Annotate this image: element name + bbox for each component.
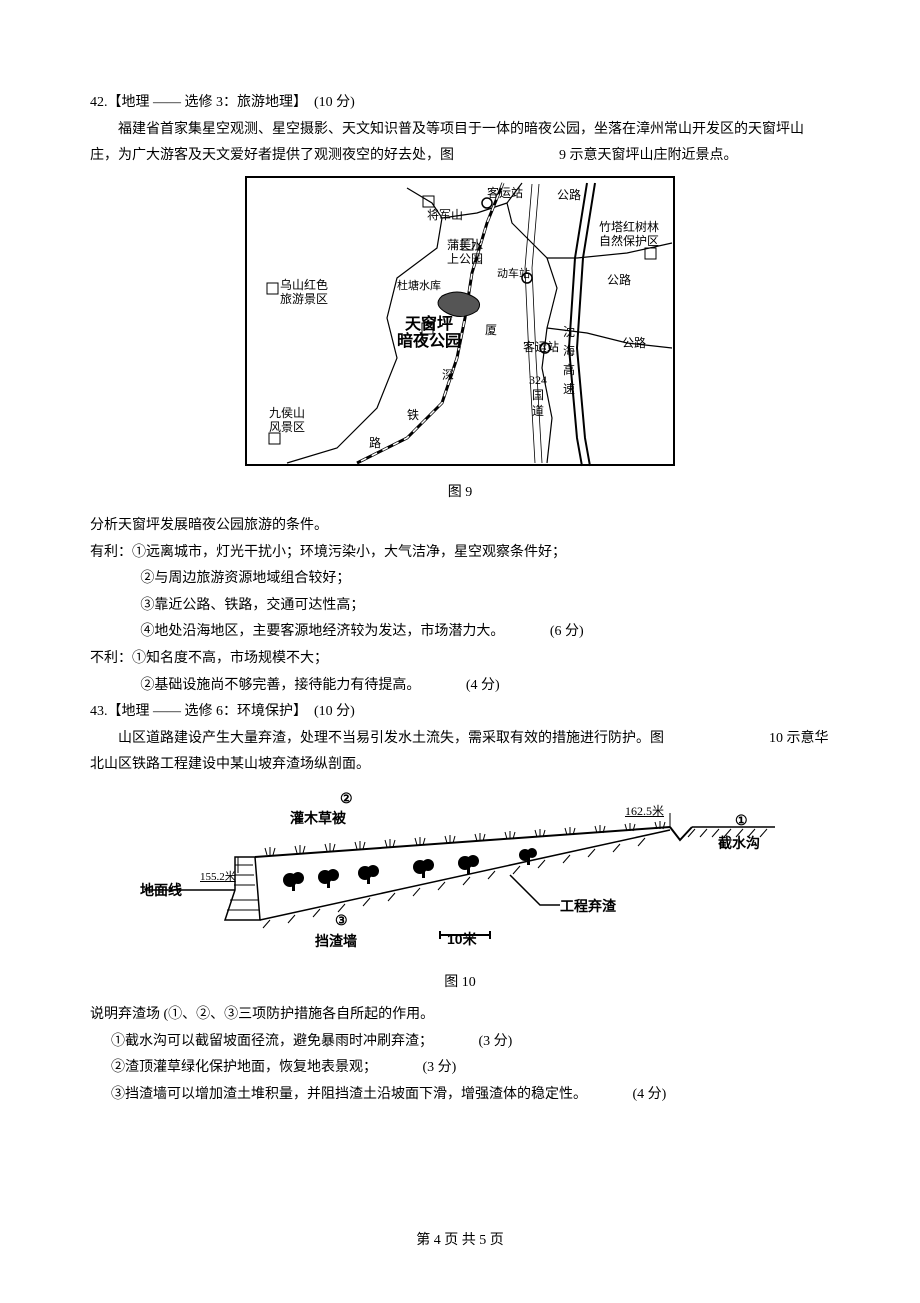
fig10-dimianxian: 地面线 [140,877,182,904]
q42-paragraph: 福建省首家集星空观测、星空摄影、天文知识普及等项目于一体的暗夜公园，坐落在漳州常… [90,117,830,170]
map-label-zhuta: 竹塔红树林 自然保护区 [599,220,659,249]
page-footer: 第 4 页 共 5 页 [90,1228,830,1255]
map-label-xia: 厦 [485,323,497,337]
q43-para1-fignum: 10 [769,731,783,746]
figure-10-wrap: ② 灌木草被 162.5米 ① 截水沟 地面线 155.2米 ③ 挡渣墙 10米… [90,785,830,966]
q43-paragraph: 山区道路建设产生大量弃渣，处理不当易引发水土流失，需采取有效的措施进行防护。图 … [90,726,830,779]
q43-a3: ③挡渣墙可以增加渣土堆积量，并阻挡渣土沿坡面下滑，增强渣体的稳定性。 [111,1087,587,1102]
fig10-hleft: 155.2米 [200,867,236,888]
q43-a1-pts: (3 分) [479,1029,513,1056]
map-label-jiangjunshan: 将军山 [427,208,463,222]
question-42: 42.【地理 —— 选修 3：旅游地理】 (10 分) 福建省首家集星空观测、星… [90,90,830,699]
map-label-dongchezhan: 动车站 [497,268,530,281]
q42-header: 42.【地理 —— 选修 3：旅游地理】 (10 分) [90,90,830,117]
map-label-dutang: 杜塘水库 [397,280,441,293]
q42-prompt: 分析天窗坪发展暗夜公园旅游的条件。 [90,513,830,540]
q42-fav-points: (6 分) [550,619,584,646]
q43-prompt: 说明弃渣场 (①、②、③三项防护措施各自所起的作用。 [90,1002,830,1029]
q42-fav1: 有利：①远离城市，灯光干扰小；环境污染小，大气洁净，星空观察条件好； [90,540,830,567]
fig10-jieshuigou: 截水沟 [718,830,760,857]
map-label-gonglu3: 公路 [622,336,646,350]
q42-para1-fignum: 9 [559,148,566,163]
fig10-dangzhaqiang: 挡渣墙 [315,928,357,955]
q43-a3-pts: (4 分) [633,1082,667,1109]
map-label-gonglu1: 公路 [557,188,581,202]
q43-para1-text: 山区道路建设产生大量弃渣，处理不当易引发水土流失，需采取有效的措施进行防护。图 [118,731,664,746]
map-label-shenhai: 沈 海 高 速 [563,323,575,400]
fig10-gongchengqizha: 工程弃渣 [560,893,616,920]
fig10-hright: 162.5米 [625,800,664,823]
q43-a2-pts: (3 分) [423,1055,457,1082]
map-label-tie: 铁 [407,408,419,422]
figure-9-map: 将军山 客运站 公路 蒲美水 上公园 竹塔红树林 自然保护区 乌山红色 旅游景区… [245,176,675,466]
figure-10-caption: 图 10 [90,970,830,997]
q42-fav4: ④地处沿海地区，主要客源地经济较为发达，市场潜力大。 [140,624,504,639]
q42-fav2: ②与周边旅游资源地域组合较好； [90,566,830,593]
figure-9-wrap: 将军山 客运站 公路 蒲美水 上公园 竹塔红树林 自然保护区 乌山红色 旅游景区… [90,176,830,477]
map-label-jiuhou: 九侯山 风景区 [269,406,305,435]
map-label-pumei: 蒲美水 上公园 [447,238,483,267]
q42-unfav-points: (4 分) [466,673,500,700]
figure-10: ② 灌木草被 162.5米 ① 截水沟 地面线 155.2米 ③ 挡渣墙 10米… [140,785,780,955]
q43-header: 43.【地理 —— 选修 6：环境保护】 (10 分) [90,699,830,726]
q42-unfav2: ②基础设施尚不够完善，接待能力有待提高。 [140,678,420,693]
q42-para1-tail: 示意天窗坪山庄附近景点。 [570,148,738,163]
figure-9-caption: 图 9 [90,480,830,507]
map-label-tianchuang: 天窗坪 暗夜公园 [397,316,461,351]
map-label-lu: 路 [369,436,381,450]
q43-a1-line: ①截水沟可以截留坡面径流，避免暴雨时冲刷弃渣； (3 分) [90,1029,830,1056]
question-43: 43.【地理 —— 选修 6：环境保护】 (10 分) 山区道路建设产生大量弃渣… [90,699,830,1108]
map-label-g324: 324 国 道 [529,373,547,420]
q42-fav3: ③靠近公路、铁路，交通可达性高； [90,593,830,620]
fig10-scale: 10米 [447,926,477,953]
map-label-gonglu2: 公路 [607,273,631,287]
map-label-keyun2: 客运站 [523,340,559,354]
q42-fav4-line: ④地处沿海地区，主要客源地经济较为发达，市场潜力大。 (6 分) [90,619,830,646]
q42-unfav2-line: ②基础设施尚不够完善，接待能力有待提高。 (4 分) [90,673,830,700]
q43-a3-line: ③挡渣墙可以增加渣土堆积量，并阻挡渣土沿坡面下滑，增强渣体的稳定性。 (4 分) [90,1082,830,1109]
q43-a2-line: ②渣顶灌草绿化保护地面，恢复地表景观； (3 分) [90,1055,830,1082]
q42-unfav1: 不利：①知名度不高，市场规模不大； [90,646,830,673]
map-label-shen: 深 [442,368,454,382]
q43-a1: ①截水沟可以截留坡面径流，避免暴雨时冲刷弃渣； [111,1034,433,1049]
map-label-keyun1: 客运站 [487,186,523,200]
map-label-wushan: 乌山红色 旅游景区 [280,278,328,307]
fig10-grass: 灌木草被 [290,805,346,832]
q43-a2: ②渣顶灌草绿化保护地面，恢复地表景观； [111,1060,377,1075]
